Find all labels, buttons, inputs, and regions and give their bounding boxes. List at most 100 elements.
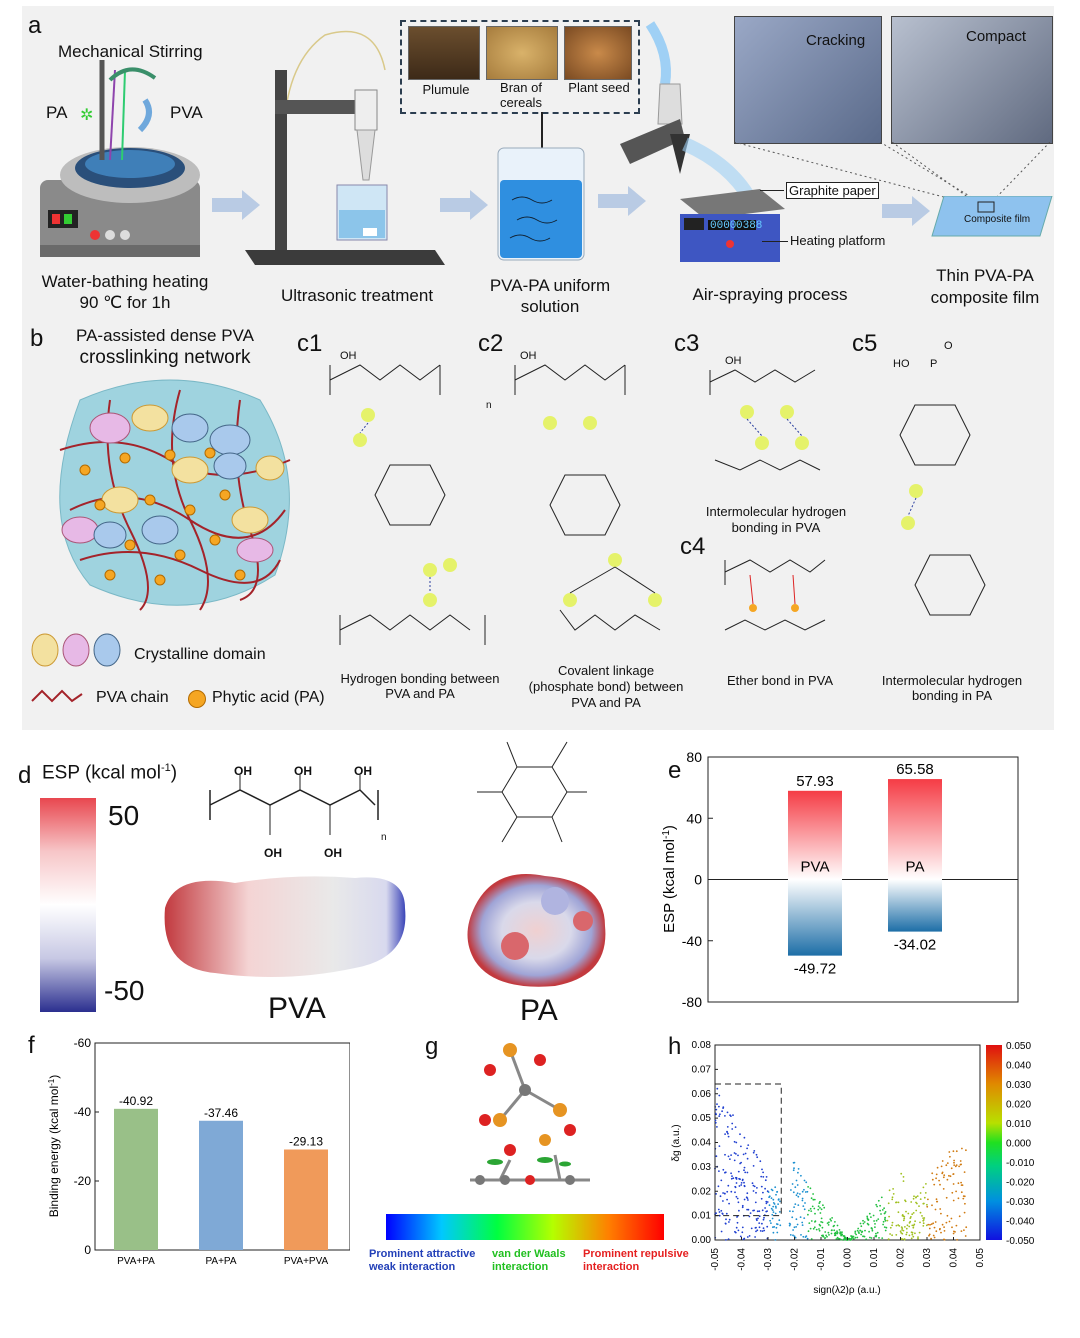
h-scatter-point (722, 1192, 724, 1194)
h-scatter-point (755, 1153, 758, 1156)
h-scatter-point (754, 1236, 756, 1238)
h-scatter-point (803, 1188, 805, 1191)
h-scatter-point (897, 1201, 900, 1204)
panel-label-c3: c3 (674, 330, 700, 357)
h-scatter-point (760, 1197, 763, 1200)
c2-oh-label: OH (520, 350, 537, 362)
h-scatter-point (954, 1231, 956, 1233)
h-scatter-point (905, 1227, 908, 1230)
h-scatter-point (948, 1220, 951, 1223)
stirring-label: Mechanical Stirring (58, 42, 203, 61)
h-scatter-point (946, 1162, 949, 1164)
h-scatter-point (756, 1229, 759, 1232)
h-scatter-point (727, 1184, 730, 1187)
pva-oh-4: OH (264, 846, 282, 860)
h-scatter-point (753, 1185, 756, 1188)
h-scatter-point (741, 1179, 744, 1182)
pa-label: PA (46, 103, 68, 122)
h-scatter-point (771, 1213, 774, 1216)
h-x-tick-label: -0.05 (710, 1248, 721, 1271)
h-scatter-point (820, 1217, 823, 1220)
h-scatter-point (744, 1171, 747, 1174)
h-scatter-point (720, 1230, 723, 1233)
h-scatter-point (734, 1186, 737, 1189)
h-scatter-point (965, 1226, 968, 1229)
h-scatter-point (752, 1184, 755, 1187)
pa-molecule-label: PA (520, 994, 558, 1027)
h-scatter-point (739, 1133, 741, 1136)
pva-oh-1: OH (234, 764, 252, 778)
step2-caption: Ultrasonic treatment (280, 286, 434, 305)
h-scatter-point (805, 1181, 808, 1184)
e-y-tick-label: 0 (694, 872, 702, 888)
h-scatter-point (820, 1221, 822, 1223)
esp-max-label: 50 (108, 800, 140, 831)
h-scatter-point (716, 1126, 718, 1128)
h-scatter-point (735, 1226, 738, 1229)
h-scatter-point (824, 1231, 827, 1233)
h-scatter-point (867, 1223, 870, 1226)
h-scatter-point (836, 1230, 838, 1233)
h-scatter-point (722, 1200, 724, 1202)
c3-caption-2: bonding in PVA (731, 520, 821, 535)
h-scatter-point (718, 1115, 721, 1117)
h-scatter-point (819, 1212, 822, 1214)
h-scatter-point (768, 1195, 771, 1198)
b-title-2: crosslinking network (79, 347, 251, 368)
h-scatter-point (800, 1234, 802, 1236)
h-scatter-point (935, 1198, 938, 1201)
compact-photo (891, 16, 1053, 144)
h-scatter-point (877, 1199, 880, 1202)
h-scatter-point (865, 1238, 868, 1241)
h-scatter-point (802, 1205, 805, 1207)
h-scatter-point (778, 1219, 781, 1222)
heating-label: Heating platform (790, 233, 886, 248)
h-scatter-point (792, 1191, 795, 1194)
h-scatter-point (804, 1202, 806, 1204)
e-bar-min (888, 879, 942, 932)
h-scatter-point (862, 1219, 864, 1222)
h-scatter-point (952, 1173, 955, 1175)
rdg-scatter-chart: 0.08 0.07 0.06 0.05 0.04 0.03 0.02 0.01 0.00 -0.0… (671, 1040, 1035, 1296)
h-scatter-point (742, 1153, 745, 1156)
h-scatter-point (950, 1217, 953, 1220)
h-scatter-point (953, 1159, 955, 1162)
h-scatter-point (737, 1229, 740, 1232)
h-scatter-point (943, 1174, 946, 1177)
h-scatter-point (889, 1233, 891, 1235)
h-scatter-point (919, 1198, 922, 1200)
h-colorbar-tick-label: -0.020 (1006, 1178, 1035, 1189)
h-scatter-point (810, 1238, 813, 1240)
h-scatter-point (803, 1179, 806, 1182)
h-scatter-point (801, 1199, 804, 1202)
h-scatter-point (809, 1227, 812, 1230)
h-scatter-point (838, 1229, 841, 1231)
h-scatter-point (735, 1182, 738, 1184)
h-scatter-point (724, 1153, 726, 1156)
h-scatter-point (913, 1195, 915, 1198)
h-scatter-point (900, 1172, 903, 1175)
h-scatter-point (777, 1203, 779, 1205)
nci-color-legend-bar (386, 1214, 664, 1240)
h-scatter-point (881, 1209, 884, 1211)
h-scatter-point (735, 1195, 738, 1198)
h-scatter-point (818, 1229, 821, 1232)
g-legend-vdw-1: van der Waals (492, 1248, 566, 1260)
h-scatter-point (891, 1221, 894, 1224)
h-scatter-point (862, 1235, 864, 1238)
pva-chain-icon (31, 689, 83, 703)
h-scatter-point (874, 1226, 876, 1228)
h-scatter-point (796, 1223, 799, 1226)
h-scatter-point (904, 1226, 906, 1228)
h-scatter-point (720, 1179, 723, 1182)
h-scatter-point (765, 1200, 768, 1203)
h-scatter-point (764, 1187, 766, 1190)
h-scatter-point (797, 1171, 799, 1174)
h-scatter-point (743, 1166, 746, 1169)
h-scatter-point (731, 1128, 734, 1130)
h-scatter-point (915, 1209, 918, 1212)
h-scatter-point (906, 1231, 908, 1234)
h-scatter-point (733, 1159, 736, 1162)
h-scatter-point (726, 1126, 729, 1128)
